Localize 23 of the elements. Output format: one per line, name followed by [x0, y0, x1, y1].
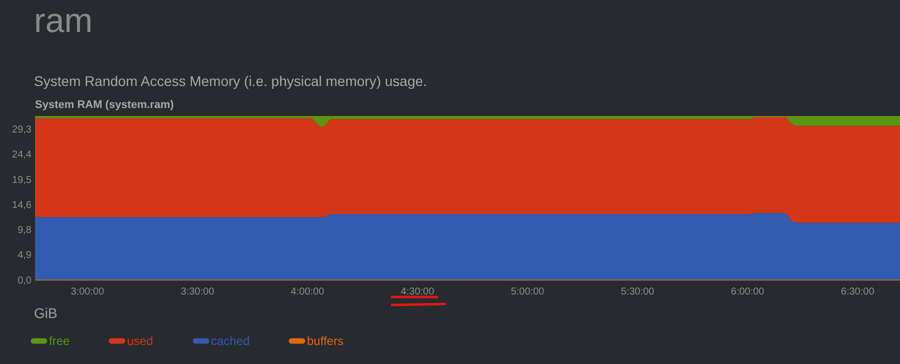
- y-tick-label: 29,3: [12, 124, 32, 136]
- x-tick-label: 3:00:00: [70, 286, 105, 298]
- y-tick-label: 19,5: [12, 174, 32, 186]
- text: GiB: [34, 305, 58, 321]
- x-tick-label: 4:00:00: [290, 286, 325, 298]
- chart-title: ram: [34, 2, 93, 41]
- y-tick-label: 9,8: [18, 224, 32, 236]
- legend-label: used: [127, 334, 154, 348]
- x-tick-label: 6:00:00: [730, 286, 765, 298]
- legend-label: buffers: [307, 334, 344, 348]
- legend-label: free: [49, 334, 70, 348]
- chart-subtitle: System Random Access Memory (i.e. physical memory) usage.: [34, 73, 427, 89]
- text: System RAM (system.ram): [35, 99, 174, 111]
- y-tick-label: 4,9: [18, 250, 32, 262]
- y-tick-label: 14,6: [12, 200, 32, 212]
- y-tick-label: 24,4: [12, 150, 32, 161]
- legend-label: cached: [211, 334, 250, 348]
- x-tick-label: 3:30:00: [180, 286, 215, 298]
- x-tick-label: 5:00:00: [510, 286, 545, 298]
- y-tick-label: 0,0: [18, 276, 32, 286]
- x-tick-label: 6:30:00: [840, 286, 875, 298]
- x-tick-label: 5:30:00: [620, 286, 655, 298]
- x-tick-label: 4:30:00: [400, 286, 435, 298]
